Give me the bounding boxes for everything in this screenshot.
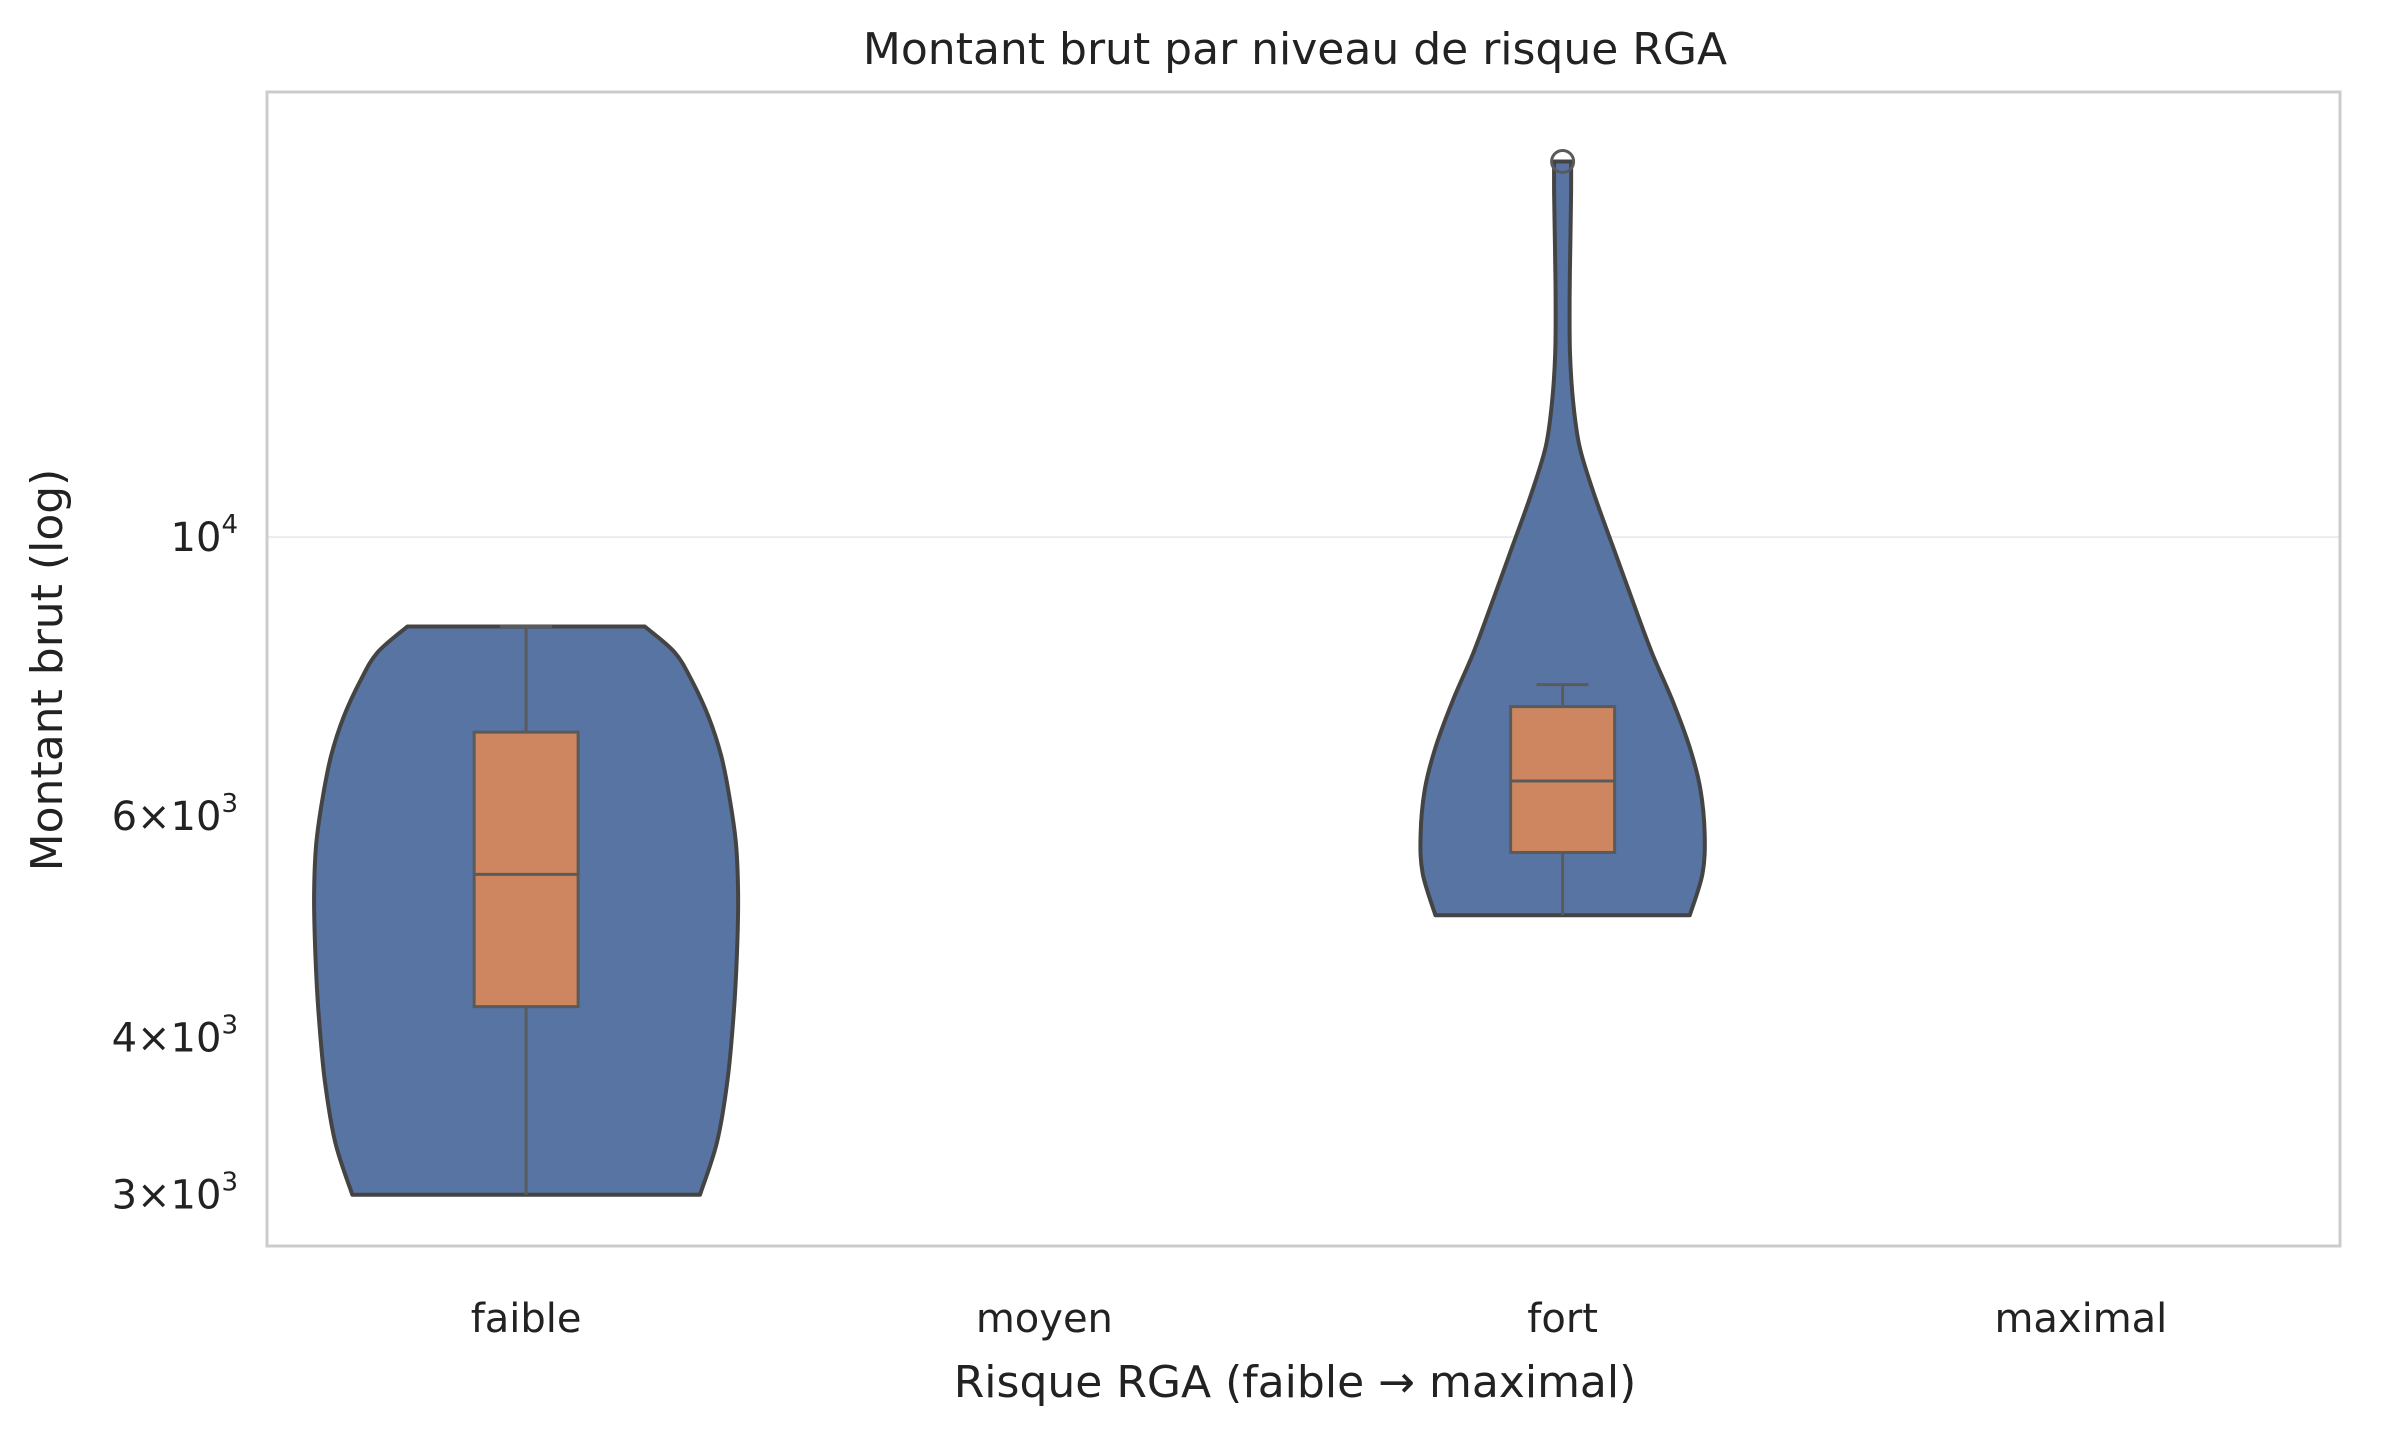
y-tick-label: 4×103 — [112, 1010, 238, 1061]
x-tick-label-fort: fort — [1527, 1296, 1598, 1342]
violin-fort — [1418, 159, 1707, 918]
x-tick-label-faible: faible — [471, 1296, 582, 1342]
x-tick-label-maximal: maximal — [1994, 1296, 2167, 1342]
y-tick-label: 3×103 — [112, 1168, 238, 1219]
plot-frame — [265, 90, 2342, 1248]
chart-title: Montant brut par niveau de risque RGA — [863, 24, 1727, 75]
y-tick-label: 6×103 — [112, 789, 238, 840]
x-axis-label: Risque RGA (faible → maximal) — [954, 1357, 1637, 1408]
box-faible — [472, 730, 580, 1009]
y-tick-label: 104 — [171, 510, 238, 561]
plot-area — [265, 90, 2342, 1248]
outlier-point — [1550, 148, 1576, 174]
y-axis-label: Montant brut (log) — [22, 469, 73, 872]
x-tick-label-moyen: moyen — [976, 1296, 1113, 1342]
